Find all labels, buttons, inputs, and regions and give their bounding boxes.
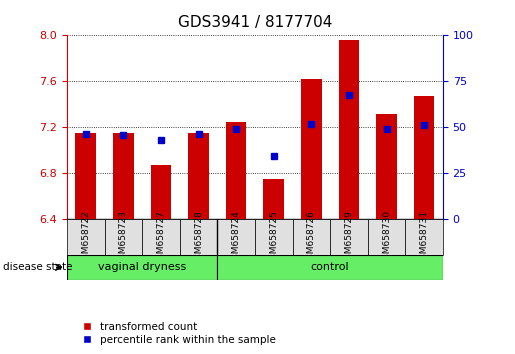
FancyBboxPatch shape bbox=[405, 219, 443, 255]
Text: control: control bbox=[311, 262, 349, 272]
Text: GSM658729: GSM658729 bbox=[345, 210, 353, 265]
Bar bbox=[263, 179, 284, 219]
Bar bbox=[338, 40, 359, 219]
Text: vaginal dryness: vaginal dryness bbox=[98, 262, 186, 272]
FancyBboxPatch shape bbox=[67, 219, 105, 255]
FancyBboxPatch shape bbox=[67, 255, 217, 280]
Bar bbox=[75, 133, 96, 219]
Legend: transformed count, percentile rank within the sample: transformed count, percentile rank withi… bbox=[72, 317, 280, 349]
FancyBboxPatch shape bbox=[217, 255, 443, 280]
Bar bbox=[188, 133, 209, 219]
FancyBboxPatch shape bbox=[217, 219, 255, 255]
Text: disease state: disease state bbox=[3, 262, 72, 272]
Text: GSM658727: GSM658727 bbox=[157, 210, 165, 265]
FancyBboxPatch shape bbox=[142, 219, 180, 255]
Text: GSM658728: GSM658728 bbox=[194, 210, 203, 265]
Text: GSM658726: GSM658726 bbox=[307, 210, 316, 265]
FancyBboxPatch shape bbox=[105, 219, 142, 255]
FancyBboxPatch shape bbox=[180, 219, 217, 255]
Text: GSM658730: GSM658730 bbox=[382, 210, 391, 265]
Bar bbox=[113, 133, 134, 219]
Bar bbox=[414, 96, 435, 219]
Text: GSM658722: GSM658722 bbox=[81, 210, 90, 264]
FancyBboxPatch shape bbox=[255, 219, 293, 255]
Text: GSM658723: GSM658723 bbox=[119, 210, 128, 265]
Bar bbox=[150, 165, 171, 219]
FancyBboxPatch shape bbox=[368, 219, 405, 255]
Text: GSM658731: GSM658731 bbox=[420, 210, 428, 265]
Text: GSM658724: GSM658724 bbox=[232, 210, 241, 264]
Bar bbox=[301, 79, 322, 219]
Bar bbox=[226, 122, 247, 219]
Bar bbox=[376, 114, 397, 219]
Title: GDS3941 / 8177704: GDS3941 / 8177704 bbox=[178, 15, 332, 30]
Text: GSM658725: GSM658725 bbox=[269, 210, 278, 265]
FancyBboxPatch shape bbox=[330, 219, 368, 255]
FancyBboxPatch shape bbox=[293, 219, 330, 255]
